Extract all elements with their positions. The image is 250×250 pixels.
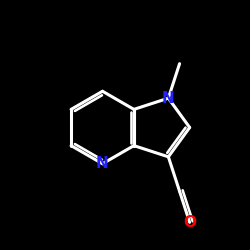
Text: N: N bbox=[162, 91, 175, 106]
Text: N: N bbox=[96, 156, 109, 171]
Text: O: O bbox=[183, 215, 196, 230]
